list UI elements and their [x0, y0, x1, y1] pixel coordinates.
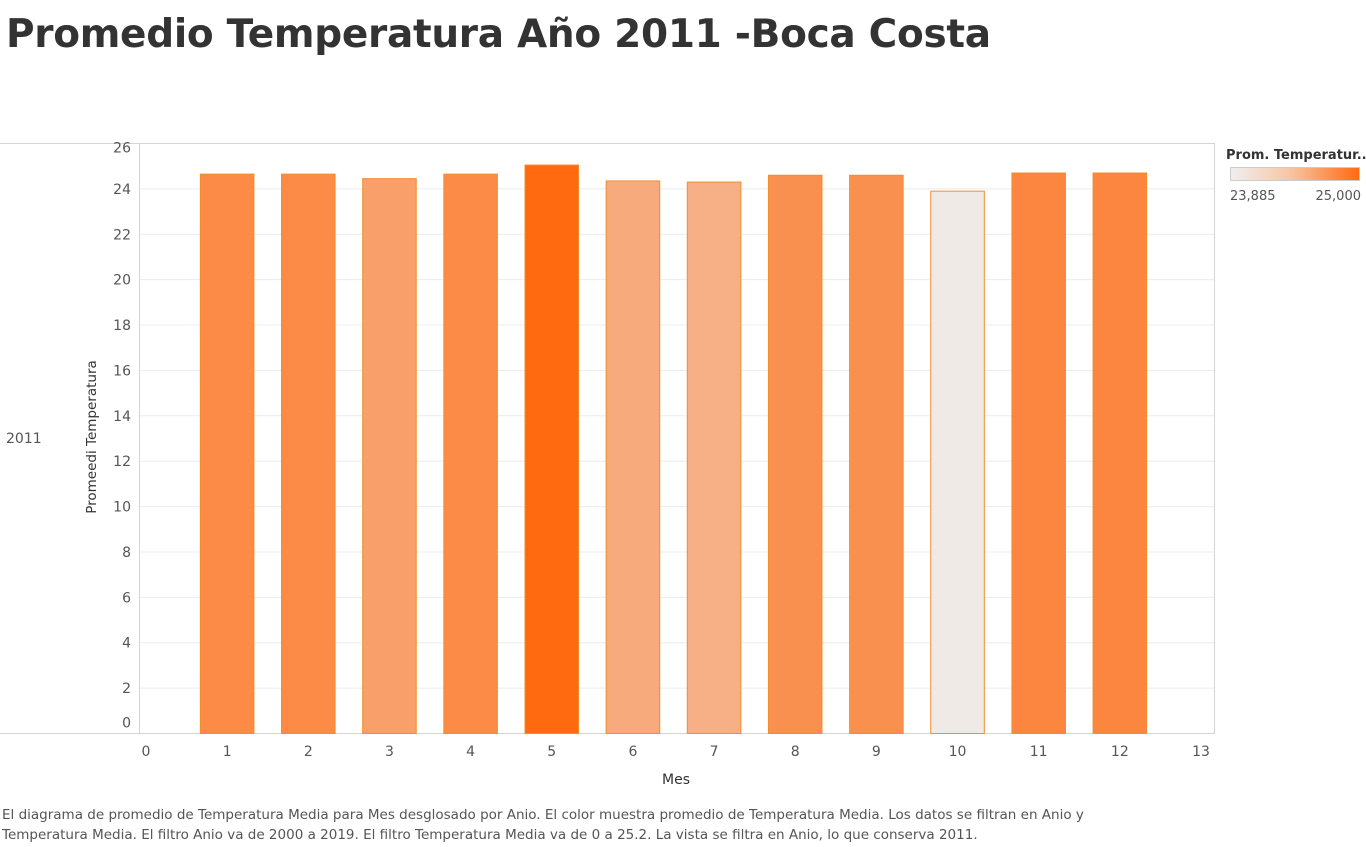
- x-tick-label: 8: [791, 744, 800, 760]
- bar-month-3[interactable]: [362, 178, 417, 734]
- bar-month-12[interactable]: [1092, 172, 1148, 734]
- bars: [199, 164, 1148, 735]
- y-tick-label: 24: [113, 182, 131, 198]
- y-tick-label: 4: [122, 636, 131, 652]
- caption-line-2: Temperatura Media. El filtro Anio va de …: [2, 827, 978, 843]
- x-tick-label: 2: [304, 744, 313, 760]
- y-tick-label: 16: [113, 363, 131, 379]
- y-tick-label: 0: [122, 716, 131, 732]
- x-tick-label: 7: [710, 744, 719, 760]
- plot-frame: [139, 143, 1215, 734]
- x-tick-label: 4: [466, 744, 475, 760]
- bar-month-10[interactable]: [930, 190, 985, 734]
- y-tick-label: 26: [113, 141, 131, 157]
- bar-month-7[interactable]: [686, 181, 742, 735]
- page-title: Promedio Temperatura Año 2011 -Boca Cost…: [6, 12, 991, 57]
- bar-month-2[interactable]: [281, 173, 336, 734]
- bar-month-11[interactable]: [1011, 172, 1066, 734]
- bar-month-5[interactable]: [524, 164, 580, 735]
- x-tick-label: 3: [385, 744, 394, 760]
- legend-title: Prom. Temperatur..: [1226, 148, 1366, 163]
- x-tick-label: 6: [628, 744, 637, 760]
- x-tick-label: 12: [1111, 744, 1129, 760]
- y-tick-label: 6: [122, 590, 131, 606]
- y-tick-label: 20: [113, 273, 131, 289]
- y-tick-label: 18: [113, 318, 131, 334]
- y-tick-label: 8: [122, 545, 131, 561]
- bar-month-8[interactable]: [767, 174, 823, 734]
- bar-month-4[interactable]: [443, 173, 498, 734]
- y-tick-label: 2: [122, 681, 131, 697]
- x-tick-label: 13: [1192, 744, 1210, 760]
- x-axis-ticks: 0 1 2 3 4 5 6 7 8 9 10 11 12 13: [142, 744, 1210, 760]
- color-legend[interactable]: Prom. Temperatur.. 23,885 25,000: [1226, 148, 1366, 204]
- row-header-2011: 2011: [6, 431, 42, 447]
- x-tick-label: 10: [949, 744, 967, 760]
- caption-line-1: El diagrama de promedio de Temperatura M…: [2, 807, 1084, 823]
- x-tick-label: 11: [1030, 744, 1048, 760]
- bar-month-6[interactable]: [605, 180, 661, 734]
- legend-color-ramp: [1230, 167, 1360, 181]
- caption: El diagrama de promedio de Temperatura M…: [2, 805, 1202, 845]
- legend-min-label: 23,885: [1230, 189, 1276, 204]
- x-tick-label: 9: [872, 744, 881, 760]
- bar-month-1[interactable]: [199, 173, 255, 734]
- y-tick-label: 10: [113, 500, 131, 516]
- y-axis-label: Promeedi Temperatura: [84, 360, 100, 514]
- x-tick-label: 0: [142, 744, 151, 760]
- legend-max-label: 25,000: [1315, 189, 1362, 204]
- y-tick-label: 12: [113, 454, 131, 470]
- x-axis-label: Mes: [662, 772, 690, 788]
- y-tick-label: 14: [113, 409, 131, 425]
- bar-month-9[interactable]: [849, 174, 904, 734]
- y-tick-label: 22: [113, 227, 131, 243]
- x-tick-label: 5: [547, 744, 556, 760]
- x-tick-label: 1: [223, 744, 232, 760]
